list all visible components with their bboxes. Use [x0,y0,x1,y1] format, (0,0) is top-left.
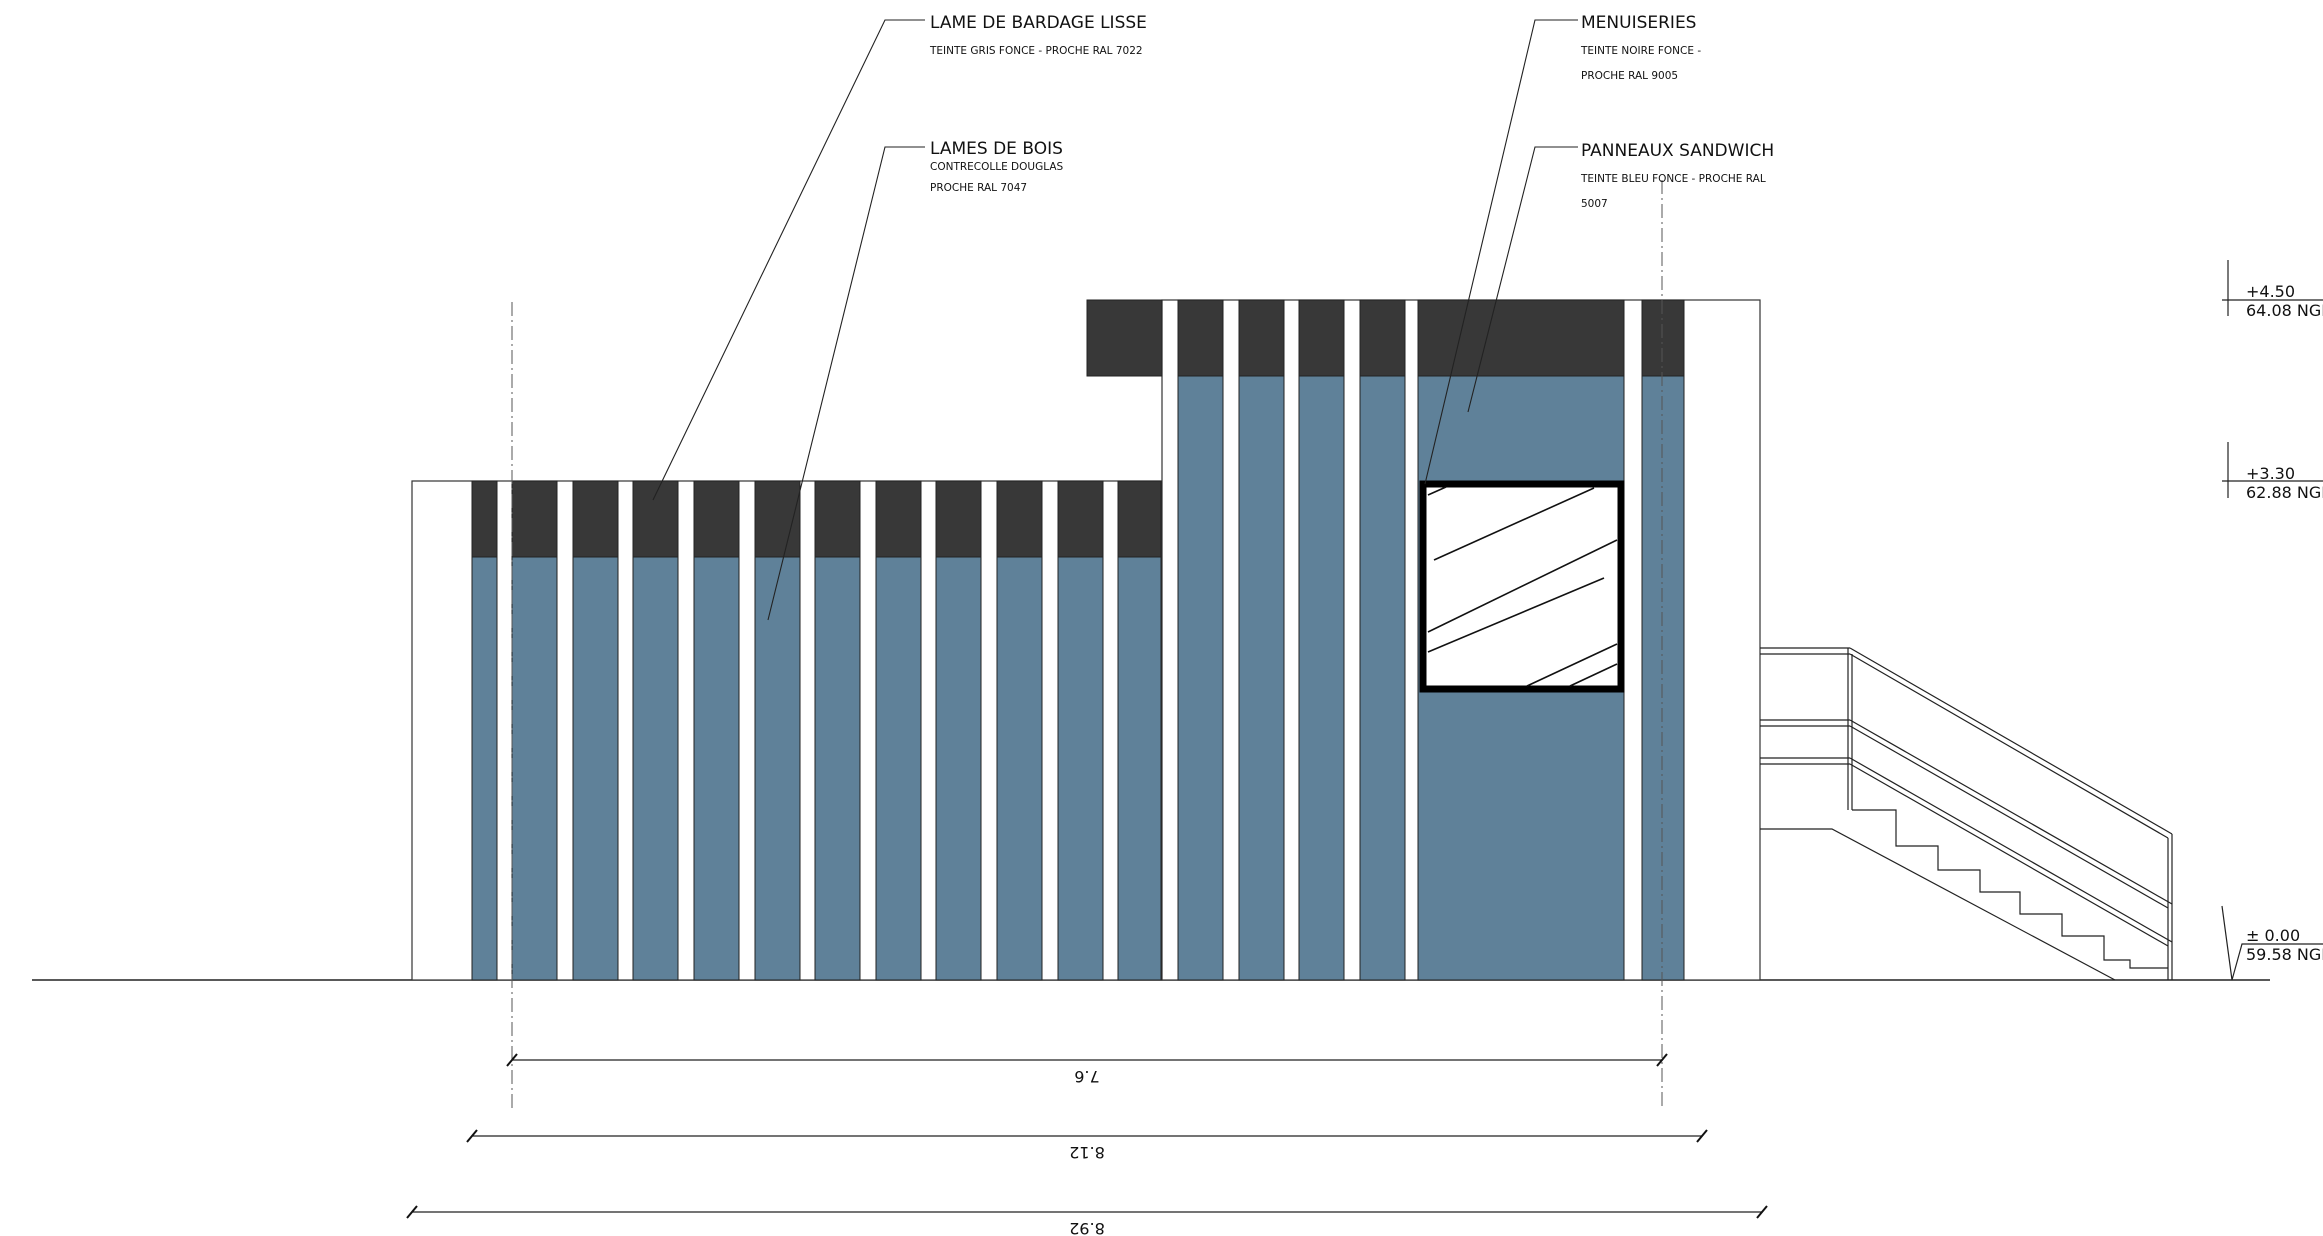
high-slat-band-1 [1238,299,1285,377]
dimension-8-92-label: 8.92 [1069,1219,1105,1236]
annotation-bardage-title: LAME DE BARDAGE LISSE [930,13,1147,33]
low-slat-9 [996,556,1043,981]
high-slat-band-0 [1177,299,1224,377]
level-middle-ngf: 62.88 NGF [2246,483,2323,502]
high-roof-left-band [1086,299,1163,377]
low-slat-band-0 [471,480,498,558]
dimension-8-92: 8.92 [406,1205,1768,1236]
low-slat-band-6 [814,480,861,558]
low-slat-band-7 [875,480,922,558]
high-slat-band-3 [1359,299,1406,377]
low-slat-band-1 [511,480,558,558]
annotation-menuiseries-line-2: PROCHE RAL 9005 [1581,70,1678,82]
low-slat-band-2 [572,480,619,558]
annotation-panneaux-line-2: 5007 [1581,198,1608,210]
annotation-bois-line-1: CONTRECOLLE DOUGLAS [930,161,1064,173]
annotation-menuiseries: MENUISERIES TEINTE NOIRE FONCE - PROCHE … [1580,13,1701,82]
dimension-7-6-label: 7.6 [1074,1067,1099,1086]
low-slat-8 [935,556,982,981]
annotation-panneaux: PANNEAUX SANDWICH TEINTE BLEU FONCE - PR… [1580,141,1774,210]
annotation-leaders [652,19,1578,621]
level-marker-middle: +3.30 62.88 NGF [2222,442,2323,502]
level-top-relative: +4.50 [2246,282,2295,301]
window [1419,480,1625,693]
low-slat-1 [511,556,558,981]
high-slat-3 [1359,375,1406,981]
level-marker-top: +4.50 64.08 NGF [2222,260,2323,320]
annotation-bois: LAMES DE BOIS CONTRECOLLE DOUGLAS PROCHE… [930,139,1064,194]
level-middle-relative: +3.30 [2246,464,2295,483]
annotation-menuiseries-title: MENUISERIES [1581,13,1696,33]
level-ground-relative: ± 0.00 [2246,926,2300,945]
annotation-bardage-line-1: TEINTE GRIS FONCE - PROCHE RAL 7022 [929,45,1143,57]
cladding-slats [471,299,1685,981]
dimension-7-6: 7.6 [506,1053,1668,1086]
high-slat-band-2 [1298,299,1345,377]
annotation-panneaux-title: PANNEAUX SANDWICH [1581,141,1774,161]
low-slat-3 [632,556,679,981]
low-slat-band-11 [1117,480,1162,558]
low-slat-band-9 [996,480,1043,558]
level-ground-ngf: 59.58 NGF [2246,945,2323,964]
annotation-bardage: LAME DE BARDAGE LISSE TEINTE GRIS FONCE … [929,13,1147,57]
high-slat-1 [1238,375,1285,981]
high-slat-0 [1177,375,1224,981]
dimension-8-12-label: 8.12 [1069,1143,1105,1162]
low-slat-7 [875,556,922,981]
low-slat-band-3 [632,480,679,558]
low-slat-10 [1057,556,1104,981]
high-slat-2 [1298,375,1345,981]
level-marker-ground: ± 0.00 59.58 NGF [2221,905,2323,981]
low-slat-4 [693,556,740,981]
level-top-ngf: 64.08 NGF [2246,301,2323,320]
low-slat-0 [471,556,498,981]
low-slat-6 [814,556,861,981]
annotation-bois-title: LAMES DE BOIS [930,139,1063,159]
high-slat-band-4 [1641,299,1685,377]
dimension-8-12: 8.12 [466,1129,1708,1162]
low-slat-band-8 [935,480,982,558]
external-staircase [1760,647,2173,981]
low-slat-2 [572,556,619,981]
low-slat-5 [754,556,801,981]
annotation-bois-line-2: PROCHE RAL 7047 [930,182,1027,194]
high-slat-4 [1641,375,1685,981]
low-slat-band-10 [1057,480,1104,558]
annotation-panneaux-line-1: TEINTE BLEU FONCE - PROCHE RAL [1580,173,1766,185]
low-slat-band-4 [693,480,740,558]
annotation-menuiseries-line-1: TEINTE NOIRE FONCE - [1580,45,1701,57]
low-slat-11 [1117,556,1162,981]
